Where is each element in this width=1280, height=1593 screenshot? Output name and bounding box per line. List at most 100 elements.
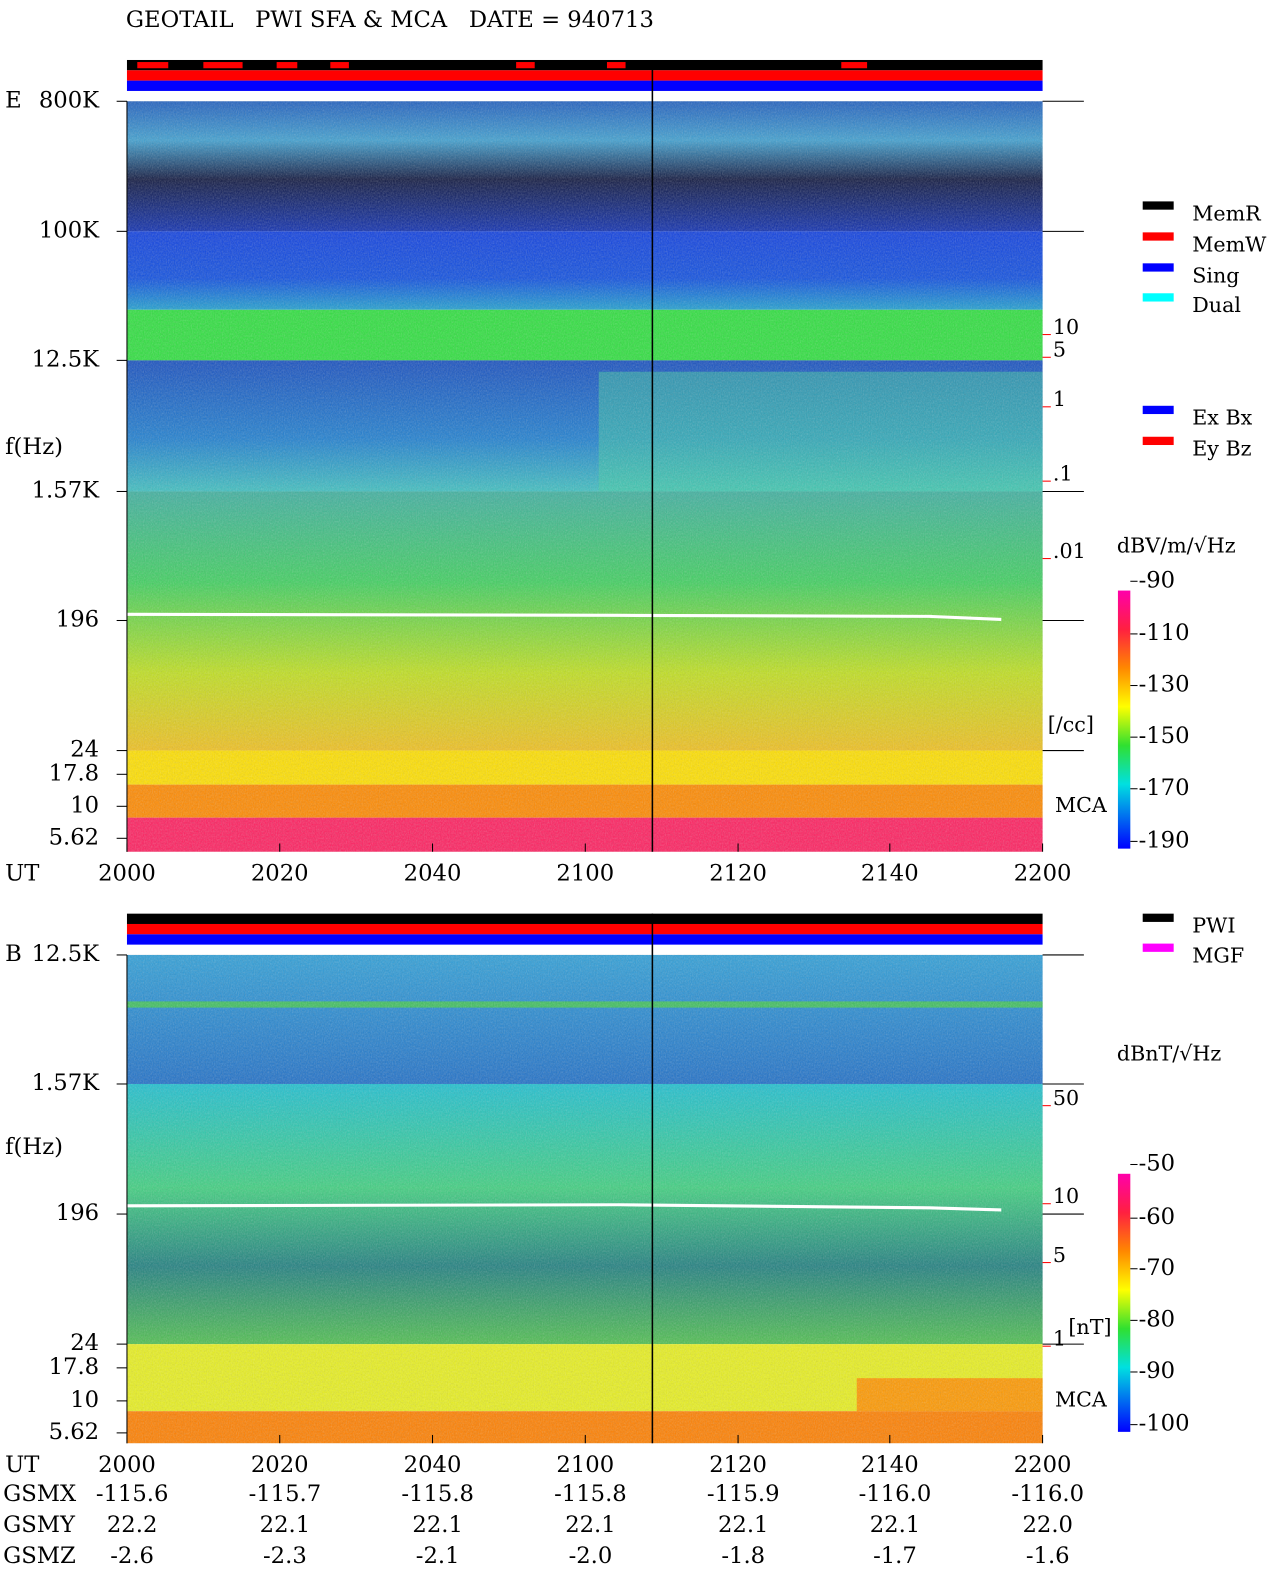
orbit-value: -2.0 (569, 1543, 613, 1569)
orbit-value: -2.6 (110, 1543, 154, 1569)
freq-tick-label: 17.8 (49, 1354, 100, 1380)
time-tick-label: 2020 (251, 860, 309, 886)
legend-swatch (1142, 232, 1174, 241)
orbit-value: -1.6 (1026, 1543, 1070, 1569)
freq-tick-label: 24 (70, 737, 99, 763)
freq-axis-label: f(Hz) (5, 434, 63, 460)
orbit-value: -2.1 (416, 1543, 460, 1569)
colorbar-unit: dBnT/√Hz (1117, 1042, 1221, 1066)
legend-swatch (1142, 405, 1174, 415)
orbit-value: -115.7 (249, 1481, 322, 1507)
legend-label: MemR (1192, 201, 1262, 225)
colorbar-unit: dBV/m/√Hz (1117, 534, 1236, 558)
freq-tick-label: 24 (70, 1330, 99, 1356)
freq-tick-label: 10 (70, 1387, 99, 1413)
time-tick-label: 2100 (556, 1452, 614, 1478)
legend-label: Ex Bx (1192, 406, 1252, 430)
colorbar-tick-label: -50 (1139, 1151, 1176, 1177)
orbit-value: -1.8 (721, 1543, 765, 1569)
colorbar-tick-label: -70 (1139, 1255, 1176, 1281)
orbit-value: -1.7 (873, 1543, 917, 1569)
freq-tick-label: 17.8 (49, 760, 100, 786)
time-tick-label: 2000 (98, 1452, 156, 1478)
density-tick-label: 5 (1053, 1243, 1066, 1267)
legend-label: PWI (1192, 914, 1235, 938)
orbit-value: 22.1 (565, 1512, 616, 1538)
time-tick-label: 2140 (861, 1452, 919, 1478)
orbit-value: -116.0 (859, 1481, 932, 1507)
time-axis-label: UT (5, 1452, 39, 1478)
freq-tick-label: 1.57K (32, 1070, 101, 1096)
orbit-value: -115.8 (401, 1481, 474, 1507)
freq-tick-label: 10 (70, 792, 99, 818)
orbit-value: 22.1 (718, 1512, 769, 1538)
density-tick-label: 10 (1053, 1184, 1079, 1208)
colorbar-tick-label: -150 (1139, 723, 1190, 749)
orbit-value: 22.2 (107, 1512, 158, 1538)
time-tick-label: 2000 (98, 860, 156, 886)
density-tick-label: .01 (1053, 539, 1086, 563)
legend-label: MGF (1192, 944, 1244, 968)
freq-tick-label: 1.57K (32, 477, 101, 503)
panel-b-spectrogram (126, 954, 1043, 1444)
density-tick-label: 1 (1053, 1326, 1066, 1350)
time-axis-label: UT (5, 860, 39, 886)
legend-label: Sing (1192, 263, 1239, 287)
mca-label: MCA (1055, 1387, 1108, 1411)
orbit-value: 22.1 (260, 1512, 311, 1538)
density-tick-label: 10 (1053, 315, 1079, 339)
panel-e-spectrogram (126, 101, 1043, 852)
orbit-value: -2.3 (263, 1543, 307, 1569)
freq-tick-label: 196 (56, 607, 99, 633)
colorbar-tick-label: -60 (1139, 1204, 1176, 1230)
colorbar-tick-label: -170 (1139, 775, 1190, 801)
orbit-value: -115.6 (96, 1481, 169, 1507)
colorbar-tick-label: -100 (1139, 1411, 1190, 1437)
time-tick-label: 2120 (709, 1452, 767, 1478)
time-tick-label: 2040 (404, 1452, 462, 1478)
time-tick-label: 2120 (709, 860, 767, 886)
time-tick-label: 2140 (861, 860, 919, 886)
status-bars (126, 59, 1131, 1444)
orbit-value: 22.0 (1022, 1512, 1073, 1538)
time-tick-label: 2200 (1014, 1452, 1072, 1478)
legend-label: Dual (1192, 293, 1241, 317)
freq-tick-label: 196 (56, 1200, 99, 1226)
freq-tick-label: 5.62 (49, 1419, 100, 1445)
colorbar-tick-label: -130 (1139, 672, 1190, 698)
legend-swatch (1142, 263, 1174, 272)
legend-swatch (1142, 436, 1174, 446)
orbit-value: -115.9 (707, 1481, 780, 1507)
colorbar-tick-label: -80 (1139, 1306, 1176, 1332)
time-tick-label: 2200 (1014, 860, 1072, 886)
panel-label: B (5, 941, 22, 967)
mca-label: MCA (1055, 793, 1108, 817)
time-tick-label: 2100 (556, 860, 614, 886)
colorbar-tick-label: -110 (1139, 620, 1190, 646)
orbit-value: -116.0 (1011, 1481, 1084, 1507)
legend-swatch (1142, 943, 1174, 952)
legend-label: MemW (1192, 232, 1267, 256)
freq-tick-label: 12.5K (32, 941, 101, 967)
colorbar-tick-label: -90 (1139, 1358, 1176, 1384)
freq-axis-label: f(Hz) (5, 1134, 63, 1160)
panel-label: E (5, 87, 22, 113)
freq-tick-label: 5.62 (49, 824, 100, 850)
density-tick-label: .1 (1053, 461, 1073, 485)
orbit-value: -115.8 (554, 1481, 627, 1507)
time-tick-label: 2040 (404, 860, 462, 886)
orbit-label: GSMX (3, 1481, 77, 1507)
freq-tick-label: 12.5K (32, 346, 101, 372)
time-tick-label: 2020 (251, 1452, 309, 1478)
freq-tick-label: 800K (39, 87, 100, 113)
orbit-value: 22.1 (412, 1512, 463, 1538)
density-unit: [/cc] (1048, 712, 1094, 736)
legend-swatch (1142, 293, 1174, 302)
freq-tick-label: 100K (39, 217, 100, 243)
orbit-label: GSMY (3, 1512, 76, 1538)
legend-swatch (1142, 913, 1174, 922)
orbit-label: GSMZ (3, 1543, 76, 1569)
colorbar-tick-label: -90 (1139, 567, 1176, 593)
density-tick-label: 50 (1053, 1086, 1079, 1110)
